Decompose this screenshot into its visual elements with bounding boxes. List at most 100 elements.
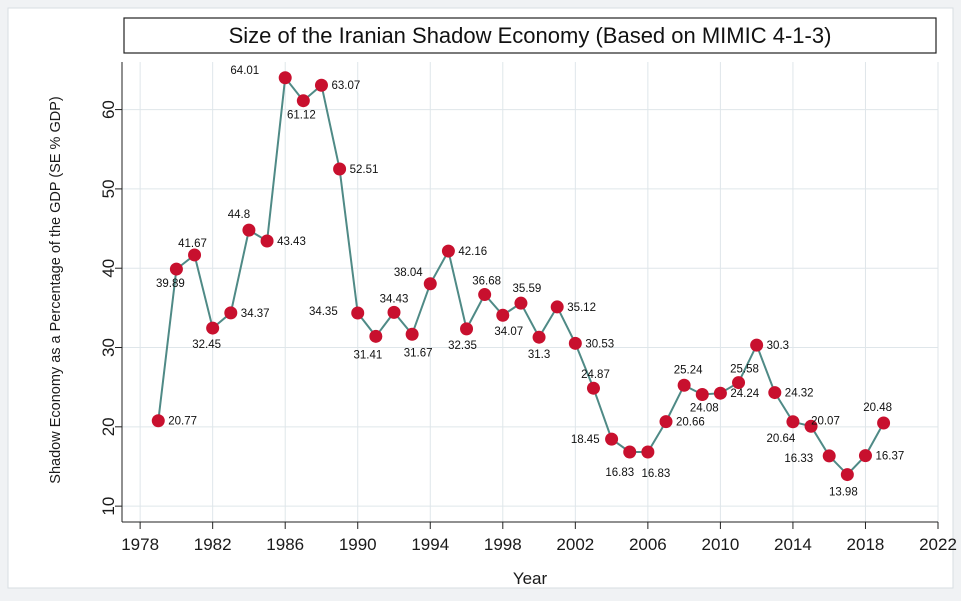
data-point — [605, 432, 619, 446]
data-label: 16.83 — [605, 467, 634, 479]
data-point — [550, 300, 564, 314]
y-tick-label: 20 — [99, 417, 118, 436]
data-label: 32.45 — [192, 339, 221, 351]
data-label-layer: 20.77 39.89 41.67 32.45 34.37 44.8 43.43 64.01 6… — [156, 65, 904, 499]
data-label: 31.41 — [353, 349, 382, 361]
data-label: 13.98 — [829, 487, 858, 499]
x-axis-title: Year — [513, 569, 548, 588]
chart-title: Size of the Iranian Shadow Economy (Base… — [229, 23, 832, 48]
data-label: 18.45 — [571, 434, 600, 446]
data-point — [713, 386, 727, 400]
data-label: 35.59 — [513, 283, 542, 295]
y-axis-title: Shadow Economy as a Percentage of the GD… — [48, 96, 64, 483]
x-tick-label: 2002 — [556, 535, 594, 554]
data-point — [314, 78, 328, 92]
title-box — [123, 17, 937, 54]
data-label: 16.33 — [784, 453, 813, 465]
data-label: 16.37 — [875, 451, 904, 463]
data-point — [732, 376, 746, 390]
series-layer — [151, 71, 891, 482]
axes-layer: 10 20 30 40 50 60 1978 1982 1986 1990 1994 1998 2002… — [99, 62, 957, 554]
data-point — [532, 330, 546, 344]
data-point — [568, 336, 582, 350]
data-label: 44.8 — [228, 209, 250, 221]
data-point — [206, 321, 220, 335]
data-label: 20.48 — [863, 402, 892, 414]
data-point — [169, 262, 183, 276]
data-label: 34.43 — [380, 293, 409, 305]
grid-layer — [122, 62, 939, 522]
data-point — [677, 378, 691, 392]
data-label: 20.77 — [168, 416, 197, 428]
data-point — [387, 305, 401, 319]
data-label: 25.24 — [674, 364, 703, 376]
data-label: 43.43 — [277, 236, 306, 248]
data-point — [441, 244, 455, 258]
data-label: 52.51 — [350, 164, 379, 176]
data-label: 25.58 — [730, 364, 759, 376]
data-label: 36.68 — [472, 276, 501, 288]
data-label: 61.12 — [287, 110, 316, 122]
x-tick-label: 2022 — [919, 535, 957, 554]
y-tick-label: 30 — [99, 338, 118, 357]
data-point — [768, 386, 782, 400]
data-point — [369, 329, 383, 343]
data-label: 34.07 — [494, 326, 523, 338]
data-point — [296, 94, 310, 108]
y-tick-label: 10 — [99, 497, 118, 516]
data-label: 63.07 — [331, 80, 360, 92]
data-point — [858, 449, 872, 463]
data-label: 24.24 — [730, 388, 759, 400]
data-point — [351, 306, 365, 320]
data-label: 38.04 — [394, 267, 423, 279]
data-label: 20.64 — [767, 433, 796, 445]
data-point — [623, 445, 637, 459]
x-tick-label: 1998 — [484, 535, 522, 554]
data-point — [750, 338, 764, 352]
data-point — [151, 414, 165, 428]
y-tick-label: 40 — [99, 259, 118, 278]
data-point — [242, 223, 256, 237]
data-point — [514, 296, 528, 310]
data-point — [786, 415, 800, 429]
data-label: 31.67 — [404, 347, 433, 359]
data-point — [405, 327, 419, 341]
x-tick-label: 1994 — [411, 535, 449, 554]
data-point — [260, 234, 274, 248]
data-point — [278, 71, 292, 85]
data-point — [822, 449, 836, 463]
data-point — [478, 288, 492, 302]
x-tick-label: 2014 — [774, 535, 812, 554]
data-label: 20.07 — [811, 415, 840, 427]
data-label: 34.35 — [309, 306, 338, 318]
y-tick-label: 60 — [99, 100, 118, 119]
data-label: 24.32 — [785, 388, 814, 400]
data-label: 64.01 — [230, 65, 259, 77]
data-label: 24.08 — [690, 402, 719, 414]
data-label: 32.35 — [448, 340, 477, 352]
x-tick-label: 1990 — [339, 535, 377, 554]
x-tick-label: 1978 — [121, 535, 159, 554]
data-point — [333, 162, 347, 176]
data-label: 30.53 — [585, 338, 614, 350]
data-point — [586, 381, 600, 395]
data-point — [188, 248, 202, 262]
data-point — [496, 308, 510, 322]
data-point — [695, 387, 709, 401]
data-point — [840, 468, 854, 482]
data-point — [224, 306, 238, 320]
data-label: 30.3 — [767, 340, 789, 352]
data-label: 16.83 — [641, 468, 670, 480]
x-tick-label: 2010 — [701, 535, 739, 554]
data-label: 24.87 — [581, 369, 610, 381]
data-label: 35.12 — [567, 302, 596, 314]
x-tick-label: 2018 — [847, 535, 885, 554]
x-tick-label: 1982 — [194, 535, 232, 554]
data-point — [641, 445, 655, 459]
data-label: 41.67 — [178, 238, 207, 250]
x-tick-label: 1986 — [266, 535, 304, 554]
data-label: 20.66 — [676, 417, 705, 429]
y-tick-label: 50 — [99, 179, 118, 198]
